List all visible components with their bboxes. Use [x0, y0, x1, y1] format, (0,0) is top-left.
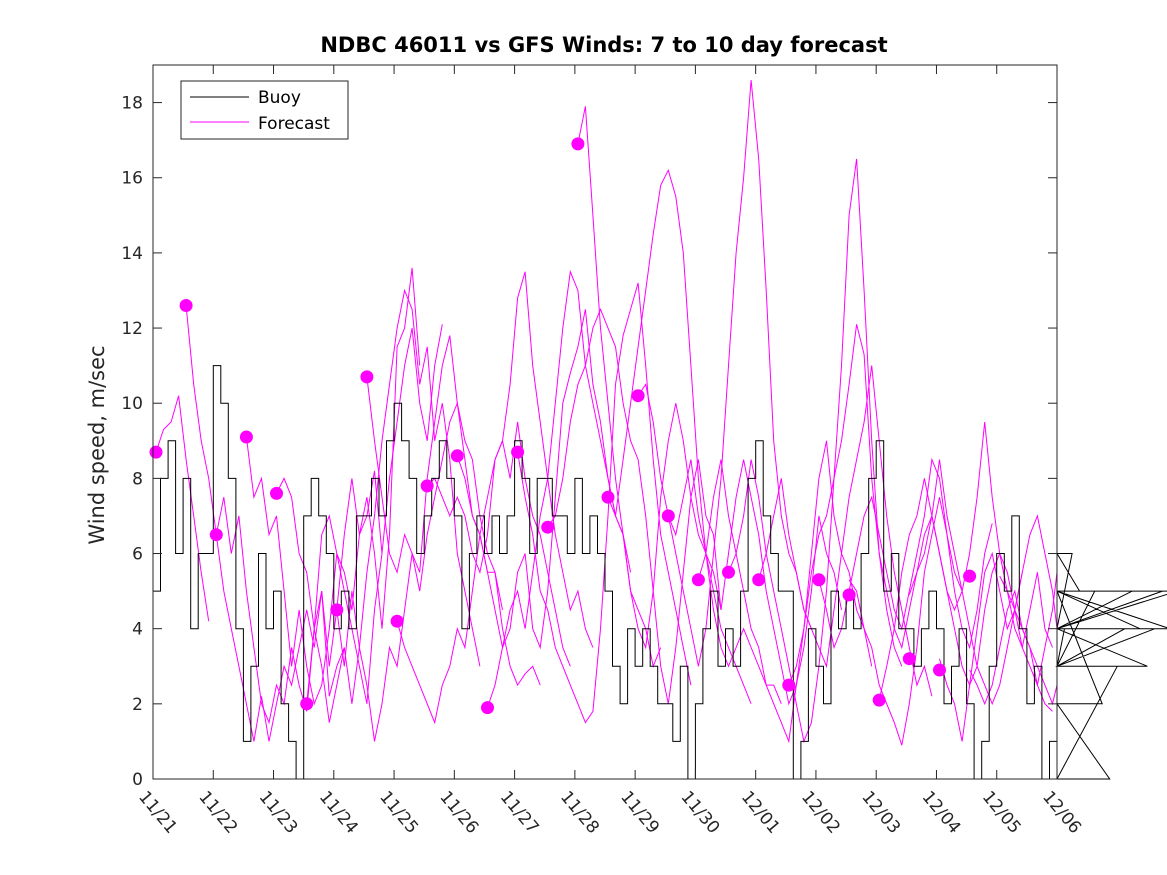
forecast-marker-25 — [872, 693, 886, 707]
forecast-marker-11 — [450, 449, 464, 463]
forecast-marker-26 — [902, 652, 916, 666]
forecast-marker-10 — [420, 479, 434, 493]
y-tick-label: 8 — [132, 469, 143, 489]
legend-buoy-label: Buoy — [258, 88, 301, 108]
y-tick-label: 4 — [132, 620, 143, 640]
forecast-line-27 — [939, 514, 1058, 742]
forecast-marker-16 — [601, 490, 615, 504]
forecast-line-14 — [547, 307, 722, 704]
forecast-line-11 — [456, 309, 632, 650]
forecast-line-15 — [577, 106, 752, 704]
forecast-marker-23 — [812, 573, 826, 587]
forecast-line-29 — [999, 575, 1058, 706]
forecast-marker-17 — [631, 389, 645, 403]
forecast-line-28 — [969, 572, 1058, 706]
forecast-marker-1 — [149, 445, 163, 459]
forecast-marker-12 — [481, 701, 494, 715]
y-tick-label: 2 — [132, 695, 143, 715]
forecast-line-13 — [517, 282, 692, 724]
forecast-line-26 — [908, 514, 1053, 712]
buoy-line — [153, 365, 1167, 780]
forecast-marker-3 — [209, 528, 223, 542]
y-tick-label: 10 — [121, 394, 143, 414]
y-tick-label: 6 — [132, 545, 143, 565]
forecast-marker-8 — [360, 370, 374, 384]
forecast-line-24 — [848, 497, 1023, 746]
forecast-line-1 — [155, 395, 210, 622]
forecast-marker-6 — [300, 697, 314, 711]
forecast-line-6 — [306, 288, 481, 723]
y-tick-label: 12 — [121, 319, 143, 339]
y-tick-label: 0 — [132, 770, 143, 790]
forecast-line-2 — [185, 305, 345, 742]
marker-layer — [149, 137, 977, 715]
forecast-marker-7 — [330, 603, 344, 617]
y-tick-label: 14 — [121, 244, 143, 264]
forecast-line-8 — [366, 376, 541, 687]
forecast-marker-19 — [691, 573, 705, 587]
series-layer — [153, 79, 1167, 780]
forecast-line-16 — [607, 168, 782, 704]
forecast-line-19 — [697, 440, 873, 744]
forecast-marker-4 — [239, 430, 253, 444]
forecast-marker-22 — [782, 678, 796, 692]
y-tick-label: 16 — [121, 169, 143, 189]
forecast-marker-5 — [270, 486, 283, 500]
forecast-marker-24 — [842, 588, 856, 602]
forecast-line-21 — [758, 365, 933, 697]
forecast-marker-28 — [963, 569, 977, 583]
forecast-marker-18 — [661, 509, 675, 523]
forecast-marker-27 — [933, 663, 946, 677]
forecast-marker-13 — [511, 445, 525, 459]
y-axis-label: Wind speed, m/sec — [85, 345, 109, 544]
forecast-line-3 — [215, 470, 383, 725]
plot-frame — [152, 64, 1058, 780]
chart-title: NDBC 46011 vs GFS Winds: 7 to 10 day for… — [320, 33, 887, 57]
forecast-marker-14 — [541, 520, 555, 534]
forecast-line-12 — [487, 269, 662, 708]
forecast-line-4 — [245, 267, 421, 706]
legend-forecast-label: Forecast — [258, 114, 330, 134]
forecast-line-20 — [728, 158, 903, 744]
forecast-line-7 — [336, 335, 503, 742]
forecast-marker-2 — [179, 299, 193, 312]
forecast-marker-9 — [390, 614, 404, 628]
legend-box — [180, 80, 349, 140]
forecast-marker-20 — [722, 565, 735, 579]
forecast-marker-21 — [752, 573, 766, 587]
forecast-marker-15 — [571, 137, 585, 151]
legend: Buoy Forecast — [180, 80, 349, 140]
y-tick-label: 18 — [121, 94, 143, 114]
